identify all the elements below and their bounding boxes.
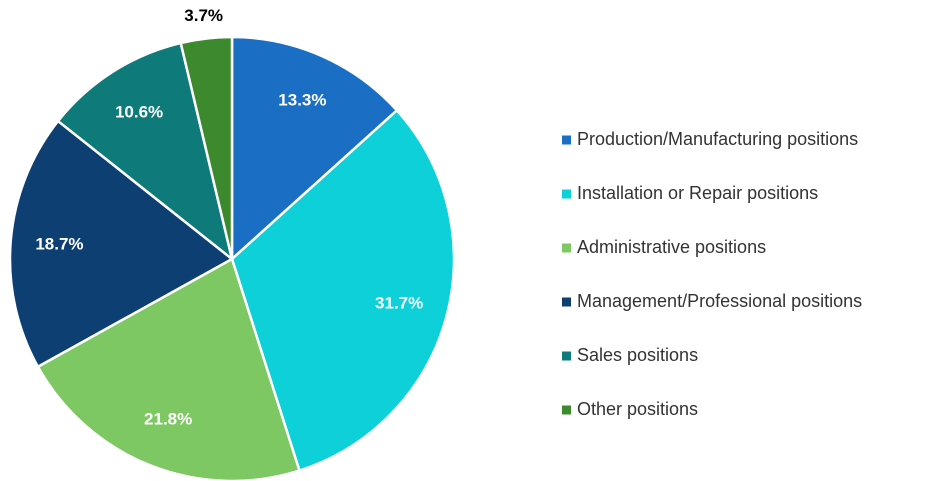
pie-slice bbox=[8, 119, 235, 369]
data-label: 10.6% bbox=[115, 102, 163, 121]
data-label: 18.7% bbox=[35, 234, 83, 253]
data-label: 31.7% bbox=[375, 294, 423, 313]
legend-label: Administrative positions bbox=[577, 237, 766, 257]
legend-swatch bbox=[562, 297, 571, 307]
legend-swatch bbox=[562, 405, 571, 415]
legend-label: Management/Professional positions bbox=[577, 291, 862, 311]
legend-swatch bbox=[562, 189, 571, 199]
legend-swatch bbox=[562, 135, 571, 145]
legend-label: Installation or Repair positions bbox=[577, 183, 818, 203]
legend-label: Production/Manufacturing positions bbox=[577, 129, 858, 149]
legend-label: Other positions bbox=[577, 399, 698, 419]
pie-slice bbox=[56, 41, 235, 263]
pie-slice bbox=[230, 108, 456, 473]
pie-slice bbox=[230, 35, 399, 262]
data-label: 3.7% bbox=[184, 6, 223, 25]
data-label: 13.3% bbox=[278, 90, 326, 109]
legend-swatch bbox=[562, 243, 571, 253]
pie-slice bbox=[36, 257, 301, 481]
data-label: 21.8% bbox=[144, 409, 192, 428]
legend-label: Sales positions bbox=[577, 345, 698, 365]
pie-slice bbox=[179, 35, 234, 260]
legend-swatch bbox=[562, 351, 571, 361]
